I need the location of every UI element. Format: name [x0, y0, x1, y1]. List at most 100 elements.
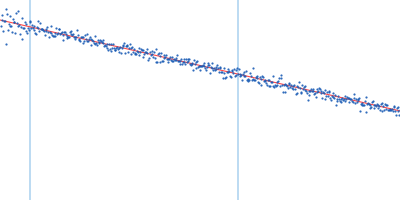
Point: [75, 37, 82, 41]
Point: [93, 42, 99, 45]
Point: [350, 100, 356, 103]
Point: [95, 40, 102, 44]
Point: [232, 75, 238, 78]
Point: [112, 48, 118, 51]
Point: [140, 49, 147, 52]
Point: [327, 96, 334, 99]
Point: [78, 36, 84, 39]
Point: [209, 66, 216, 70]
Point: [86, 35, 93, 39]
Point: [23, 23, 30, 26]
Point: [89, 39, 95, 42]
Point: [201, 62, 208, 65]
Point: [66, 35, 72, 38]
Point: [94, 39, 101, 42]
Point: [258, 83, 264, 86]
Point: [345, 96, 351, 99]
Point: [173, 58, 180, 61]
Point: [228, 68, 235, 71]
Point: [156, 51, 162, 55]
Point: [293, 84, 300, 87]
Point: [13, 12, 19, 15]
Point: [330, 91, 336, 95]
Point: [60, 38, 66, 42]
Point: [334, 97, 340, 100]
Point: [199, 65, 205, 68]
Point: [29, 23, 35, 26]
Point: [389, 107, 395, 110]
Point: [92, 35, 98, 38]
Point: [103, 44, 109, 47]
Point: [212, 65, 219, 69]
Point: [232, 73, 239, 76]
Point: [152, 60, 159, 63]
Point: [200, 64, 207, 68]
Point: [353, 98, 359, 101]
Point: [221, 71, 228, 74]
Point: [238, 74, 244, 77]
Point: [260, 76, 266, 79]
Point: [323, 95, 330, 98]
Point: [164, 58, 170, 61]
Point: [61, 31, 67, 34]
Point: [142, 50, 148, 53]
Point: [99, 40, 105, 44]
Point: [306, 93, 312, 97]
Point: [278, 76, 284, 79]
Point: [86, 38, 92, 41]
Point: [76, 38, 82, 41]
Point: [341, 98, 347, 101]
Point: [261, 79, 268, 83]
Point: [382, 103, 389, 106]
Point: [308, 88, 314, 91]
Point: [289, 87, 296, 91]
Point: [159, 60, 165, 63]
Point: [128, 47, 135, 50]
Point: [169, 59, 176, 63]
Point: [162, 55, 168, 58]
Point: [6, 14, 13, 17]
Point: [381, 109, 387, 112]
Point: [236, 67, 242, 71]
Point: [235, 72, 241, 76]
Point: [366, 103, 373, 107]
Point: [122, 52, 128, 55]
Point: [197, 64, 204, 68]
Point: [254, 76, 260, 79]
Point: [351, 92, 358, 95]
Point: [133, 52, 140, 55]
Point: [68, 32, 74, 36]
Point: [14, 21, 20, 24]
Point: [200, 63, 206, 66]
Point: [31, 29, 38, 32]
Point: [22, 29, 29, 33]
Point: [79, 42, 86, 45]
Point: [332, 93, 338, 96]
Point: [248, 78, 255, 82]
Point: [52, 35, 58, 38]
Point: [253, 75, 260, 78]
Point: [180, 60, 186, 63]
Point: [9, 30, 15, 34]
Point: [34, 20, 41, 23]
Point: [116, 50, 123, 54]
Point: [223, 75, 229, 79]
Point: [128, 53, 134, 56]
Point: [305, 98, 311, 101]
Point: [143, 51, 149, 54]
Point: [126, 46, 132, 50]
Point: [386, 109, 392, 112]
Point: [62, 30, 68, 34]
Point: [215, 66, 221, 70]
Point: [288, 84, 294, 87]
Point: [245, 77, 252, 80]
Point: [292, 87, 298, 90]
Point: [387, 108, 394, 111]
Point: [300, 87, 306, 91]
Point: [83, 33, 90, 36]
Point: [196, 64, 202, 67]
Point: [0, 29, 6, 32]
Point: [326, 90, 332, 93]
Point: [213, 68, 220, 71]
Point: [237, 72, 244, 75]
